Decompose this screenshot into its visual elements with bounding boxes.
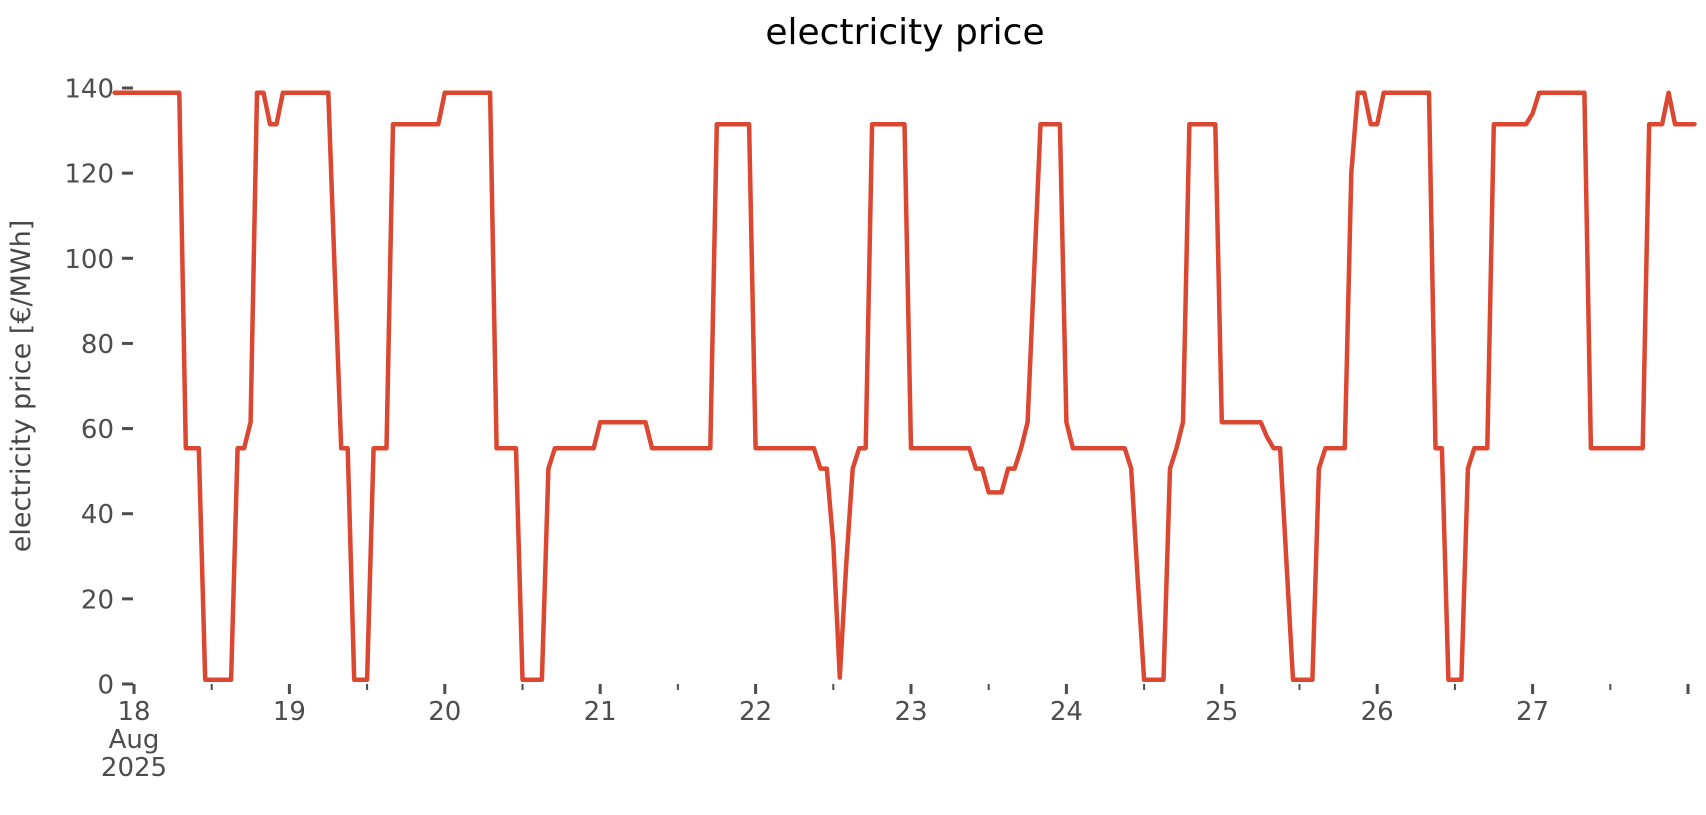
y-tick-label: 140 (64, 75, 114, 105)
x-tick-label: 20 (428, 697, 461, 727)
y-axis-label: electricity price [€/MWh] (6, 220, 37, 552)
y-tick-label: 80 (81, 330, 114, 360)
y-tick-label: 20 (81, 585, 114, 615)
x-tick-label: 2025 (101, 753, 167, 783)
x-tick-label: 19 (273, 697, 306, 727)
chart-title: electricity price (765, 12, 1044, 53)
y-tick-label: 0 (97, 671, 114, 701)
x-tick-label: 21 (584, 697, 617, 727)
y-tick-label: 60 (81, 415, 114, 445)
y-tick-label: 100 (64, 245, 114, 275)
y-axis-ticks: 0 20 40 60 80 100 120 140 (64, 75, 133, 701)
x-tick-label: 25 (1205, 697, 1238, 727)
x-tick-label: 23 (894, 697, 927, 727)
y-tick-label: 40 (81, 500, 114, 530)
x-tick-label: 22 (739, 697, 772, 727)
x-tick-label: 26 (1361, 697, 1394, 727)
x-tick-label: 24 (1050, 697, 1083, 727)
price-line-series (112, 90, 1697, 682)
x-tick-label: Aug (109, 725, 160, 755)
y-tick-label: 120 (64, 160, 114, 190)
x-tick-label: 27 (1516, 697, 1549, 727)
x-tick-label: 18 (117, 697, 150, 727)
